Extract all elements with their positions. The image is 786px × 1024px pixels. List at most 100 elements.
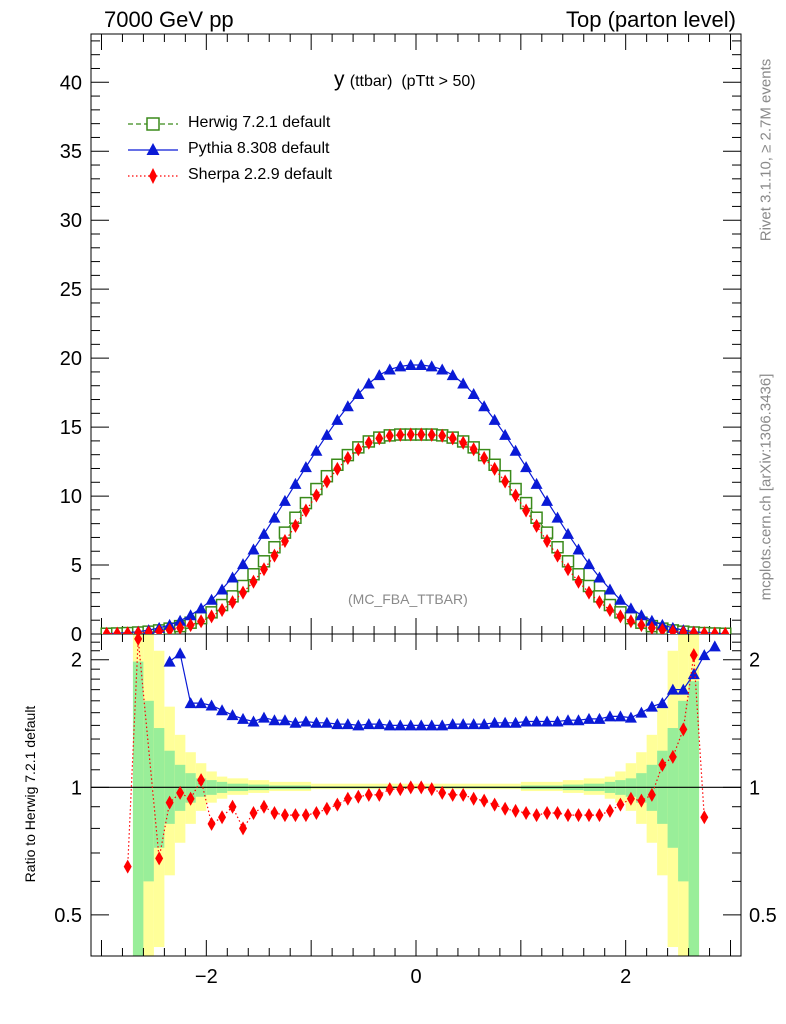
ratio-point-sherpa — [668, 749, 677, 764]
y-tick-label-main: 10 — [60, 486, 82, 508]
ratio-point-sherpa — [197, 773, 206, 788]
data-point-pythia — [331, 413, 344, 425]
data-point-pythia — [237, 558, 250, 570]
data-point-pythia — [509, 444, 522, 456]
ratio-point-pythia — [237, 712, 250, 724]
ratio-point-sherpa — [647, 787, 656, 802]
ratio-point-pythia — [174, 647, 187, 659]
ratio-point-pythia — [216, 704, 229, 716]
data-point-pythia — [352, 388, 365, 399]
data-point-sherpa — [689, 625, 698, 634]
data-point-sherpa — [123, 626, 132, 634]
data-point-sherpa — [626, 614, 635, 629]
ratio-point-sherpa — [249, 805, 258, 820]
data-point-sherpa — [574, 574, 583, 589]
legend: Herwig 7.2.1 default Pythia 8.308 defaul… — [124, 112, 384, 192]
ratio-point-sherpa — [564, 808, 573, 823]
chart-title: y (ttbar) (pTtt > 50) — [334, 68, 476, 92]
data-point-sherpa — [186, 618, 195, 633]
data-point-sherpa — [721, 626, 730, 634]
y-tick-label-ratio-right: 1 — [749, 777, 760, 799]
data-point-pythia — [373, 369, 386, 381]
ratio-point-sherpa — [532, 808, 541, 823]
ratio-point-sherpa — [480, 793, 489, 808]
y-tick-label-main: 15 — [60, 417, 82, 439]
ratio-point-pythia — [341, 718, 354, 730]
data-point-pythia — [362, 377, 375, 389]
ratio-point-sherpa — [574, 808, 583, 823]
data-point-sherpa — [301, 503, 310, 518]
data-point-pythia — [551, 511, 564, 523]
chart-title-main: y — [334, 68, 345, 91]
data-point-pythia — [562, 527, 575, 539]
ratio-point-pythia — [362, 718, 375, 730]
ratio-point-sherpa — [679, 722, 688, 737]
legend-sherpa-symbol — [128, 168, 178, 184]
ratio-point-sherpa — [176, 785, 185, 800]
data-point-sherpa — [155, 624, 164, 634]
ratio-point-pythia — [499, 716, 512, 728]
ratio-point-pythia — [268, 714, 281, 726]
data-point-pythia — [645, 614, 658, 626]
ratio-point-sherpa — [689, 648, 698, 663]
ratio-point-pythia — [195, 697, 208, 709]
ratio-point-pythia — [425, 719, 438, 731]
data-point-pythia — [467, 388, 480, 399]
ratio-point-sherpa — [584, 808, 593, 823]
data-point-pythia — [394, 360, 407, 372]
data-point-sherpa — [710, 626, 719, 634]
ratio-point-sherpa — [501, 801, 510, 816]
ratio-point-sherpa — [553, 805, 562, 820]
legend-sherpa-label: Sherpa 2.2.9 default — [188, 166, 333, 183]
data-point-sherpa — [176, 620, 185, 634]
ratio-point-sherpa — [364, 787, 373, 802]
main-panel-frame — [90, 33, 742, 635]
ratio-point-sherpa — [155, 851, 164, 866]
ratio-point-sherpa — [301, 808, 310, 823]
ratio-point-sherpa — [469, 791, 478, 806]
data-point-sherpa — [480, 451, 489, 465]
data-point-pythia — [320, 428, 333, 440]
ratio-point-pythia — [289, 716, 302, 728]
data-point-sherpa — [280, 534, 289, 549]
data-point-sherpa — [406, 427, 415, 442]
ratio-point-pythia — [666, 683, 679, 695]
legend-pythia-label: Pythia 8.308 default — [188, 140, 330, 157]
data-point-pythia — [593, 571, 606, 583]
ratio-point-sherpa — [637, 793, 646, 808]
data-point-sherpa — [668, 624, 677, 634]
ratio-point-pythia — [383, 719, 396, 731]
ratio-line-pythia — [169, 645, 716, 727]
y-tick-label-main: 35 — [60, 141, 82, 163]
data-point-sherpa — [459, 435, 468, 450]
ratio-point-pythia — [635, 706, 648, 718]
ratio-point-sherpa — [522, 805, 531, 820]
data-point-sherpa — [564, 562, 573, 577]
ratio-point-sherpa — [322, 801, 331, 816]
header-right: Top (parton level) — [566, 7, 736, 32]
data-point-sherpa — [469, 442, 478, 457]
data-point-sherpa — [647, 620, 656, 634]
y-tick-label-ratio-right: 2 — [749, 650, 760, 672]
ratio-point-sherpa — [605, 803, 614, 818]
ratio-point-pythia — [184, 697, 197, 709]
data-point-pythia — [216, 583, 229, 595]
ratio-point-sherpa — [448, 787, 457, 802]
series-line-herwig — [106, 434, 726, 634]
ratio-point-pythia — [572, 714, 585, 726]
data-point-pythia — [572, 543, 585, 555]
ratio-point-pythia — [415, 719, 428, 731]
band-green-bin — [688, 681, 700, 956]
ratio-point-pythia — [299, 715, 312, 727]
series-main-pythia — [103, 359, 729, 634]
ratio-point-sherpa — [134, 634, 143, 646]
data-point-sherpa — [102, 626, 111, 634]
ratio-point-sherpa — [354, 789, 363, 804]
data-point-sherpa — [532, 518, 541, 533]
ratio-point-sherpa — [595, 808, 604, 823]
data-point-pythia — [478, 400, 491, 412]
data-point-sherpa — [375, 431, 384, 446]
ratio-point-sherpa — [543, 805, 552, 820]
ratio-point-sherpa — [312, 805, 321, 820]
